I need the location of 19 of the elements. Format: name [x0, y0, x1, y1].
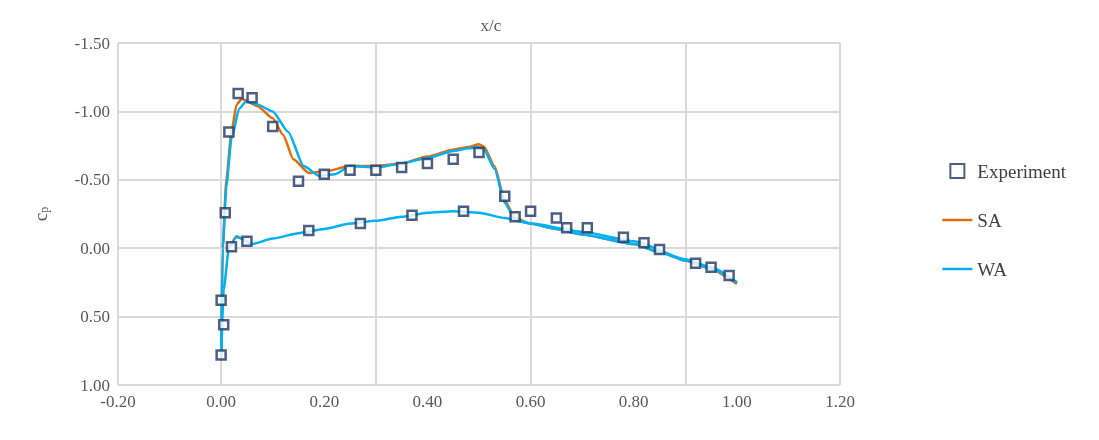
legend-label: WA — [977, 258, 1008, 280]
x-tick-label: 1.00 — [721, 392, 752, 411]
x-tick-label: 0.40 — [412, 392, 443, 411]
x-tick-label: 0.80 — [618, 392, 649, 411]
x-tick-label: 0.00 — [206, 392, 237, 411]
x-tick-label: -0.20 — [100, 392, 136, 411]
x-tick-label: 0.60 — [515, 392, 546, 411]
y-tick-label: 0.00 — [80, 238, 110, 258]
y-tick-label: -1.50 — [74, 33, 110, 53]
x-axis-title: x/c — [480, 16, 502, 35]
legend-label: Experiment — [977, 160, 1067, 182]
x-tick-label: 0.20 — [309, 392, 340, 411]
y-tick-label: 0.50 — [80, 307, 110, 327]
y-tick-label: 1.00 — [80, 375, 110, 395]
y-tick-label: -1.00 — [74, 101, 110, 121]
y-tick-label: -0.50 — [74, 170, 110, 190]
x-tick-label: 1.20 — [825, 392, 855, 411]
legend-label: SA — [977, 209, 1002, 231]
y-axis-title: cp — [30, 206, 51, 222]
